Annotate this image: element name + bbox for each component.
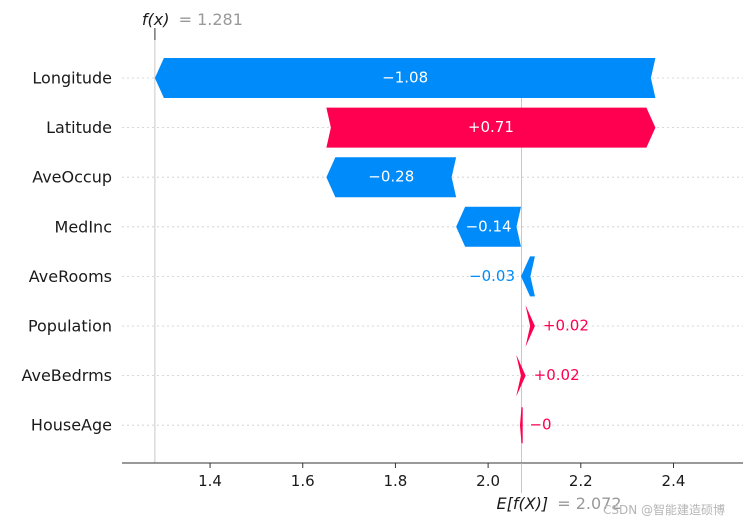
fx-label: f(x) — [142, 10, 170, 29]
expected-value-label: E[f(X)] — [496, 494, 548, 513]
feature-label-houseage: HouseAge — [31, 416, 112, 435]
x-axis: 1.4 1.6 1.8 2.0 2.2 2.4 — [122, 28, 743, 493]
bars-layer: −1.08 +0.71 −0.28 −0.14 −0.03 +0.02 +0.02 −0 — [154, 58, 656, 444]
feature-label-latitude: Latitude — [46, 118, 112, 137]
fx-equals: = — [179, 10, 198, 29]
watermark: CSDN @智能建造硕博 — [603, 502, 725, 517]
expected-value-number: 2.072 — [576, 494, 622, 513]
x-tick-label: 2.0 — [476, 472, 500, 490]
x-tick-label: 1.8 — [383, 472, 407, 490]
bar-population — [525, 306, 535, 346]
x-tick-label: 2.2 — [569, 472, 593, 490]
feature-label-avebedrms: AveBedrms — [21, 366, 112, 385]
bar-averooms — [521, 256, 535, 297]
feature-label-averooms: AveRooms — [29, 267, 112, 286]
feature-label-population: Population — [28, 317, 112, 336]
value-label-latitude: +0.71 — [468, 118, 514, 136]
value-label-longitude: −1.08 — [382, 69, 428, 87]
x-tick-label: 1.6 — [291, 472, 315, 490]
x-tick-label: 2.4 — [662, 472, 686, 490]
expected-value-text: E[f(X)] = 2.072 — [496, 494, 621, 513]
fx-text: f(x) = 1.281 — [142, 10, 243, 29]
value-label-population: +0.02 — [543, 317, 589, 335]
feature-label-medinc: MedInc — [55, 217, 112, 236]
bar-houseage — [519, 407, 523, 444]
x-tick-label: 1.4 — [198, 472, 222, 490]
bar-avebedrms — [516, 355, 526, 396]
bar-medinc — [456, 206, 522, 247]
fx-annotation: f(x) = 1.281 — [142, 10, 243, 29]
value-label-medinc: −0.14 — [466, 217, 512, 235]
value-label-aveoccup: −0.28 — [368, 168, 414, 186]
expected-value-annotation: E[f(X)] = 2.072 — [496, 494, 621, 513]
bar-latitude — [326, 107, 656, 148]
feature-label-longitude: Longitude — [32, 69, 112, 88]
feature-labels: Longitude Latitude AveOccup MedInc AveRooms P… — [21, 69, 112, 435]
value-label-houseage: −0 — [529, 416, 551, 434]
fx-value: 1.281 — [197, 10, 243, 29]
value-label-avebedrms: +0.02 — [534, 366, 580, 384]
bar-longitude — [154, 58, 656, 98]
feature-label-aveoccup: AveOccup — [32, 168, 112, 187]
bar-aveoccup — [326, 157, 457, 198]
expected-value-equals: = — [557, 494, 576, 513]
value-label-averooms: −0.03 — [469, 267, 515, 285]
